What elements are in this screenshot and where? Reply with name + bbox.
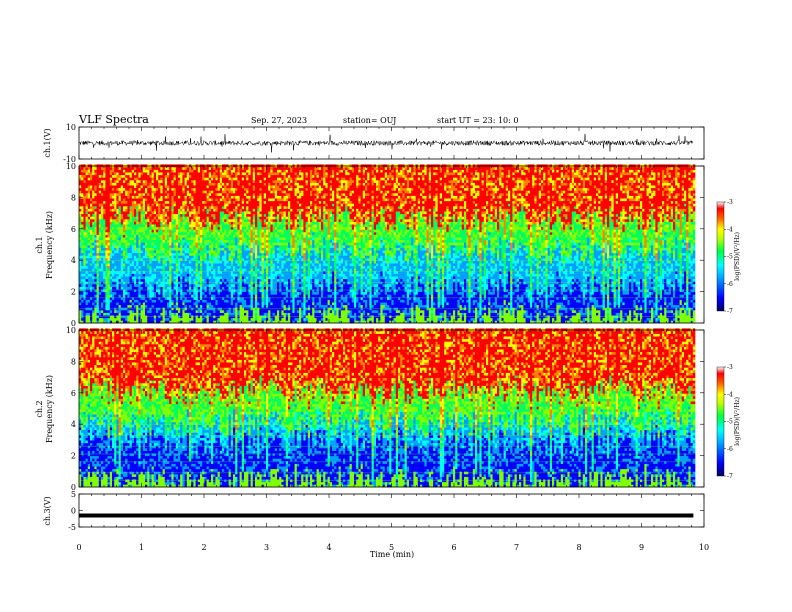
x-tick-label: 6 bbox=[451, 543, 456, 552]
panel-frame bbox=[78, 493, 705, 528]
figure-title: VLF Spectra bbox=[78, 113, 149, 126]
x-tick-label: 5 bbox=[389, 543, 394, 552]
x-tick-label: 4 bbox=[326, 543, 331, 552]
y-tick-label: 8 bbox=[71, 193, 76, 202]
y-tick-label: 4 bbox=[71, 420, 76, 429]
colorbar-tick-label: -3 bbox=[727, 199, 733, 206]
y-tick-label: 6 bbox=[71, 225, 76, 234]
colorbar-tick-label: -5 bbox=[727, 254, 733, 261]
y-tick-label: 2 bbox=[71, 288, 76, 297]
y-tick-label: 0 bbox=[71, 483, 76, 492]
colorbar-tick-label: -5 bbox=[727, 419, 733, 426]
ch2-spectrogram-cells bbox=[79, 328, 696, 488]
y-tick-label: 2 bbox=[71, 452, 76, 461]
y-tick-label: 0 bbox=[71, 319, 76, 328]
y-tick-label: 5 bbox=[71, 490, 76, 499]
ch1-spectrogram-panel: 0 2 4 6 8 10 bbox=[66, 162, 705, 328]
x-tick-label: 1 bbox=[139, 543, 144, 552]
y-tick-label: 4 bbox=[71, 256, 76, 265]
y-tick-label: 10 bbox=[66, 123, 76, 132]
station-label: station= OUJ bbox=[343, 116, 396, 125]
start-time-label: start UT = 23: 10: 0 bbox=[437, 116, 518, 125]
ch3-waveform-panel: 5 0 -5 0 1 2 3 4 5 6 7 8 9 10 bbox=[68, 490, 709, 552]
y-tick-label: 0 bbox=[71, 507, 76, 516]
date-label: Sep. 27, 2023 bbox=[251, 116, 307, 125]
x-tick-label: 0 bbox=[76, 543, 81, 552]
x-tick-label: 9 bbox=[639, 543, 644, 552]
colorbar-label: log(PSD)(V²/Hz) bbox=[734, 232, 741, 281]
ch2-spectrogram-panel: 0 2 4 6 8 10 bbox=[66, 326, 705, 492]
ch1-spectrogram-cells bbox=[79, 164, 696, 324]
colorbar-tick-label: -4 bbox=[727, 391, 733, 398]
colorbar-tick-label: -3 bbox=[727, 364, 733, 371]
x-tick-label: 7 bbox=[514, 543, 519, 552]
ch1-colorbar: -3 -4 -5 -6 -7 log(PSD)(V²/Hz) bbox=[716, 199, 741, 315]
y-tick-label: -5 bbox=[68, 523, 76, 532]
colorbar-tick-label: -6 bbox=[727, 446, 733, 453]
y-tick-label: 8 bbox=[71, 357, 76, 366]
colorbar-label: log(PSD)(V²/Hz) bbox=[734, 397, 741, 446]
ch2-colorbar: -3 -4 -5 -6 -7 log(PSD)(V²/Hz) bbox=[716, 364, 741, 480]
colorbar-scale bbox=[716, 366, 725, 477]
ch1-waveform-ylabel: ch.1(V) bbox=[43, 128, 52, 157]
ch1-spectrogram-ylabel: ch.1 Frequency (kHz) bbox=[35, 211, 54, 279]
y-tick-label: 10 bbox=[66, 162, 76, 171]
ch1-waveform-line bbox=[78, 133, 694, 153]
colorbar-tick-label: -6 bbox=[727, 281, 733, 288]
ch1-waveform-panel: 10 -10 bbox=[63, 123, 705, 164]
ch2-spectrogram-ylabel: ch.2 Frequency (kHz) bbox=[35, 375, 54, 443]
x-tick-label: 8 bbox=[576, 543, 581, 552]
colorbar-tick-label: -7 bbox=[727, 308, 733, 315]
colorbar-tick-label: -7 bbox=[727, 473, 733, 480]
y-tick-label: -10 bbox=[63, 155, 76, 164]
x-tick-label: 2 bbox=[201, 543, 206, 552]
x-tick-label: 10 bbox=[699, 543, 709, 552]
x-axis-label: Time (min) bbox=[370, 550, 414, 559]
x-tick-label: 3 bbox=[264, 543, 269, 552]
y-tick-label: 10 bbox=[66, 326, 76, 335]
ch3-waveform-ylabel: ch.3(V) bbox=[43, 496, 52, 525]
y-tick-label: 6 bbox=[71, 389, 76, 398]
colorbar-tick-label: -4 bbox=[727, 226, 733, 233]
colorbar-scale bbox=[716, 201, 725, 312]
